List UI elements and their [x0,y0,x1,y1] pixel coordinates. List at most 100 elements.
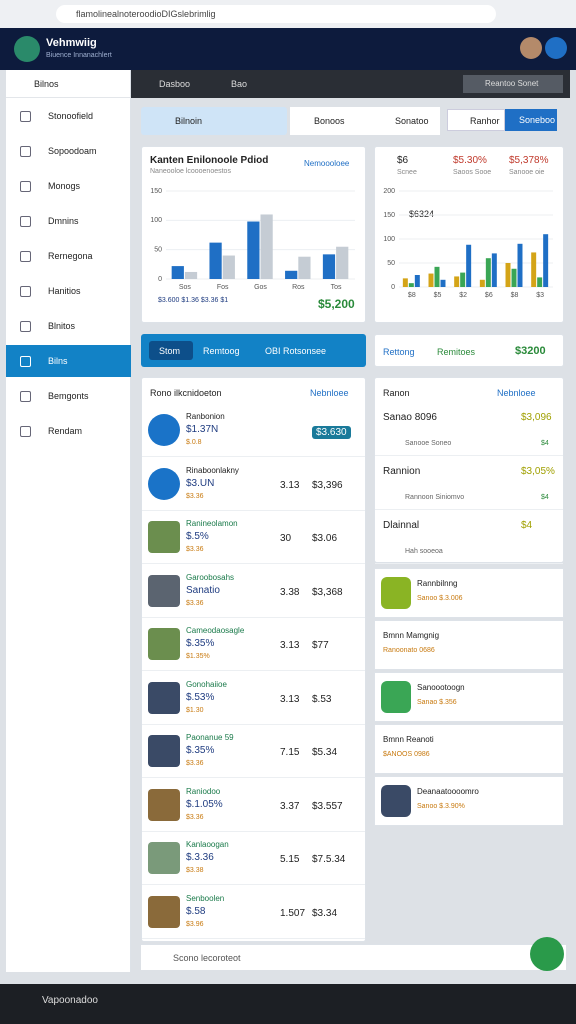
avatar [148,681,180,714]
row-name: Paonanue 59 [186,733,234,742]
avatar[interactable] [520,37,542,59]
logo [14,36,40,62]
tab[interactable]: Bonoos Sonatoo [290,107,440,135]
link[interactable]: Nebnloee [310,388,349,398]
topbar: Dasboo Bao Reantoo Sonet [131,70,570,98]
bar [336,246,349,279]
row-value: $3,368 [312,586,343,598]
bar-chart: 0 50 100 150 200 $8 $5 $2 $6 $8 $3 [383,188,553,299]
search[interactable]: Ranhor [447,109,505,131]
row-mid: 3.13 [280,479,300,491]
bar [322,254,336,279]
bar [414,275,420,287]
card[interactable]: Sanoootoogn Sanao $.356 [374,672,564,722]
bar [454,276,460,287]
y-tick-label: 0 [391,284,395,291]
menu-item[interactable]: Stonoofield [6,100,131,132]
bar [171,266,184,279]
link[interactable]: Nemoooloee [304,159,350,168]
bar [184,271,198,279]
note: $6324 [409,209,435,219]
bar [511,268,517,287]
avatar [148,735,180,767]
list-row[interactable]: Raniodoo $.1.05% $3.36 3.37 $3.557 [142,779,365,832]
topbar-button[interactable]: Reantoo Sonet [463,75,563,93]
menu-item[interactable]: Hanitios [6,275,131,307]
tab[interactable]: Dasboo [159,79,191,89]
menu-item[interactable]: Blnitos [6,310,131,342]
panel-item[interactable]: Sanao 8096 Sanooe Soneo $3,096 $4 [375,402,563,456]
list-row[interactable]: Ranineolamon $.5% $3.36 30 $3.06 [142,511,365,564]
row-note: $1.35% [186,653,210,660]
chart-subtitle: Naneooloe lcoooenoestos [150,168,231,175]
card[interactable]: Bmnn Mamgnig Ranoonato 0686 [374,620,564,670]
row-value: $3.630 [312,426,351,439]
profile[interactable] [545,37,567,59]
row-sub: $.53% [186,691,215,703]
avatar [148,574,180,607]
list-row[interactable]: Garoobosahs Sanatio $3.36 3.38 $3,368 [142,565,365,618]
menu-icon [20,321,31,332]
tab-label: Bonoos [314,116,345,126]
item-name: Dlainnal [383,520,420,531]
avatar [148,895,180,928]
list-row[interactable]: Ranbonion $1.37N $.0.8 $3.630 [142,404,365,457]
menu-icon [20,356,31,367]
y-tick-label: 100 [150,217,162,224]
menu-item-active[interactable]: Bilns [6,345,131,377]
banner-item[interactable]: OBI Rotsonsee [265,346,327,356]
x-tick-label: Sos [179,284,192,291]
row-mid: 3.37 [280,800,300,812]
row-value: $77 [312,640,329,651]
x-tick-label: Gos [254,284,267,291]
tab-active[interactable]: Bilnoin [141,107,287,135]
row-mid: 1.507 [280,907,306,919]
card[interactable]: Deanaatoooomro Sanoo $.3.90% [374,776,564,826]
x-tick-label: $3 [536,292,544,299]
list-row[interactable]: Paonanue 59 $.35% $3.36 7.15 $5.34 [142,725,365,778]
bar [247,221,260,279]
y-tick-label: 50 [387,260,395,267]
menu-item[interactable]: Monogs [6,170,131,202]
menu-item[interactable]: Rendam [6,415,131,447]
row-note: $3.36 [186,492,204,500]
chart-title: Kanten Enilonoole Pdiod [150,155,269,166]
url-bar[interactable]: flamolinealnoteroodioDIGslebrimlig [56,5,496,23]
list-card: Rono ilkcnidoeton Nebnloee Ranbonion $1.3… [141,377,366,942]
link[interactable]: Nebnloee [497,388,536,398]
list-row[interactable]: Cameodaosagle $.35% $1.35% 3.13 $77 [142,618,365,671]
menu-item[interactable]: Sopoodoam [6,135,131,167]
total: $5,200 [318,297,355,311]
x-tick-label: Fos [217,284,229,291]
banner-button[interactable]: Stom [149,341,193,360]
chat-button[interactable] [530,937,564,971]
panel-item[interactable]: Dlainnal Hah sooeoa $4 [375,510,563,564]
item-sub: Hah sooeoa [405,548,443,555]
banner-item[interactable]: Remtoog [203,346,240,356]
list-row[interactable]: Kanlaoogan $.3.36 $3.38 5.15 $7.5.34 [142,832,365,885]
tab[interactable]: Bao [231,79,248,89]
card[interactable]: Bmnn Reanoti $ANOOS 0986 [374,724,564,774]
list-row[interactable]: Rinaboonlakny $3.UN $3.36 3.13 $3,396 [142,458,365,511]
row-value: $3.34 [312,907,338,919]
menu-item[interactable]: Dmnins [6,205,131,237]
menu-label: Bilns [48,356,68,366]
row-mid: 5.15 [280,854,300,865]
y-tick-label: 50 [154,247,162,254]
menu-item[interactable]: Bemgonts [6,380,131,412]
menu-icon [20,111,31,122]
row-value: $5.34 [312,747,338,758]
button[interactable]: Soneboo [505,109,557,131]
panel-item[interactable]: Rannion Rannoon Siniomvo $3,05% $4 [375,456,563,510]
list-row[interactable]: Senboolen $.58 $3.96 1.507 $3.34 [142,886,365,939]
bar [537,277,543,287]
message-input[interactable]: Scono lecoroteot [141,944,566,970]
item-value: $4 [521,520,533,531]
chart-card: $6 Scnee $5.30% Saoos Sooe $5,378% Sanooe oie… [374,146,564,323]
menu-item[interactable]: Rernegona [6,240,131,272]
list-row[interactable]: Gonohaiioe $.53% $1.30 3.13 $.53 [142,672,365,725]
card[interactable]: Rannbilnng Sanoo $.3.006 [374,568,564,618]
footer-item: $3.600 [158,297,180,304]
bar [466,244,472,287]
